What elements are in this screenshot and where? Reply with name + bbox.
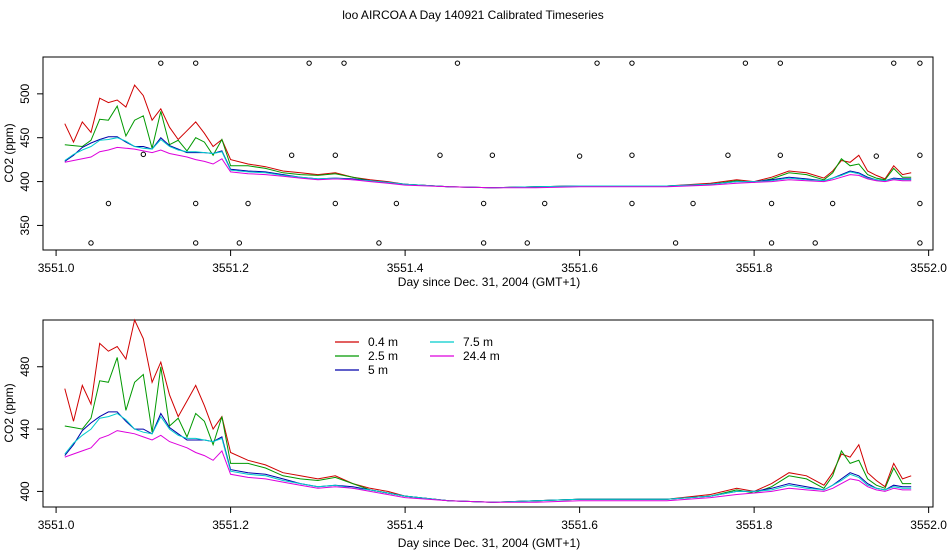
panel-1-x-tick-label: 3551.6 [561, 261, 598, 275]
panel-1-point [542, 200, 548, 207]
panel-1-point [829, 200, 836, 207]
panel-1-point [524, 240, 530, 246]
panel-1-point [437, 152, 443, 158]
panel-1-series-line-0 [64, 84, 912, 189]
panel-1-point [917, 60, 923, 66]
panel-1-point [917, 152, 923, 158]
chart-title: loo AIRCOA A Day 140921 Calibrated Times… [342, 8, 603, 22]
panel-1-x-tick-label: 3551.2 [212, 261, 249, 275]
panel-1-point [393, 200, 400, 207]
panel-1-point [873, 153, 879, 159]
panel-1-points [88, 60, 923, 246]
panel-1-point [88, 240, 94, 246]
panel-2-x-tick-label: 3551.0 [38, 518, 75, 532]
panel-1-point [192, 60, 199, 66]
panel-1-point [777, 60, 784, 66]
panel-1-point [489, 152, 496, 158]
panel-1-y-tick-label: 350 [18, 215, 32, 235]
legend-label: 5 m [368, 363, 388, 377]
panel-1-point [777, 152, 784, 158]
panel-1-point [236, 240, 243, 246]
panel-1-point [629, 60, 635, 66]
panel-2-x-tick-label: 3551.2 [212, 518, 249, 532]
panel-1-x-label: Day since Dec. 31, 2004 (GMT+1) [398, 275, 580, 289]
panel-1-point [376, 240, 382, 246]
panel-1-point [690, 200, 696, 207]
panel-1-point [742, 60, 749, 66]
panel-2-y-label: CO2 (ppm) [2, 383, 16, 442]
panel-1-point [672, 240, 679, 246]
panel-1-point [917, 240, 923, 246]
panel-1-point [306, 60, 312, 66]
panel-1-series-line-1 [64, 104, 912, 189]
panel-1-y-tick-label: 400 [18, 171, 32, 191]
panel-1-x-tick-label: 3551.4 [387, 261, 424, 275]
panel-1-point [192, 200, 199, 207]
panel-1-point [192, 240, 199, 246]
panel-2-y-tick-label: 400 [18, 481, 32, 501]
panel-1-point [629, 200, 635, 207]
panel-1-point [454, 60, 461, 66]
legend-label: 24.4 m [463, 349, 500, 363]
panel-1-point [812, 240, 818, 246]
panel-1-point [140, 151, 147, 158]
panel-1-point [158, 60, 164, 66]
panel-2-x-tick-label: 3552.0 [910, 518, 947, 532]
panel-1-x-tick-label: 3552.0 [910, 261, 947, 275]
panel-2-series [64, 318, 912, 503]
panel-1-point [768, 240, 775, 246]
panel-1-x-tick-label: 3551.8 [736, 261, 773, 275]
panel-2-y-tick-label: 440 [18, 419, 32, 439]
panel-1-point [480, 200, 487, 207]
panel-2-x-tick-label: 3551.8 [736, 518, 773, 532]
panel-2-series-line-4 [64, 430, 912, 503]
panel-2-y-axis: 400 440 480 [18, 356, 43, 501]
panel-1-plot-area [42, 56, 934, 251]
panel-1-y-tick-label: 500 [18, 84, 32, 104]
panel-1-series [64, 84, 912, 189]
panel-1-point [288, 152, 295, 158]
panel-1-point [891, 60, 897, 66]
legend-label: 7.5 m [463, 335, 493, 349]
panel-1-y-label: CO2 (ppm) [2, 123, 16, 182]
panel-1-x-tick-label: 3551.0 [38, 261, 75, 275]
panel-1-series-line-4 [64, 146, 912, 189]
panel-1-point [480, 240, 487, 246]
panel-2-y-tick-label: 480 [18, 356, 32, 376]
panel-2-x-label: Day since Dec. 31, 2004 (GMT+1) [398, 536, 580, 550]
panel-2: 400 440 480 3551.0 3551.2 3551.4 3551.6 3551.8… [2, 318, 947, 550]
panel-1-point [629, 152, 635, 158]
panel-1-point [332, 200, 339, 207]
legend-label: 2.5 m [368, 349, 398, 363]
panel-1-point [576, 153, 583, 159]
panel-1-point [245, 200, 251, 207]
chart-legend: 0.4 m2.5 m5 m 7.5 m24.4 m [335, 335, 500, 377]
panel-1-point [341, 60, 347, 66]
panel-2-x-axis: 3551.0 3551.2 3551.4 3551.6 3551.8 3552.0 [38, 507, 947, 532]
panel-2-series-line-1 [64, 357, 912, 503]
panel-1-x-axis: 3551.0 3551.2 3551.4 3551.6 3551.8 3552.0 [38, 250, 947, 275]
panel-2-x-tick-label: 3551.4 [387, 518, 424, 532]
legend-label: 0.4 m [368, 335, 398, 349]
panel-1-y-axis: 350 400 450 500 [18, 84, 43, 235]
panel-1-point [768, 200, 775, 207]
panel-1-point [594, 60, 600, 66]
panel-1-y-tick-label: 450 [18, 127, 32, 147]
panel-1-point [725, 152, 731, 158]
panel-1-point [332, 152, 339, 158]
panel-1-point [105, 200, 112, 207]
panel-1-point [917, 200, 923, 207]
panel-2-plot-area [42, 319, 934, 508]
panel-2-x-tick-label: 3551.6 [561, 518, 598, 532]
